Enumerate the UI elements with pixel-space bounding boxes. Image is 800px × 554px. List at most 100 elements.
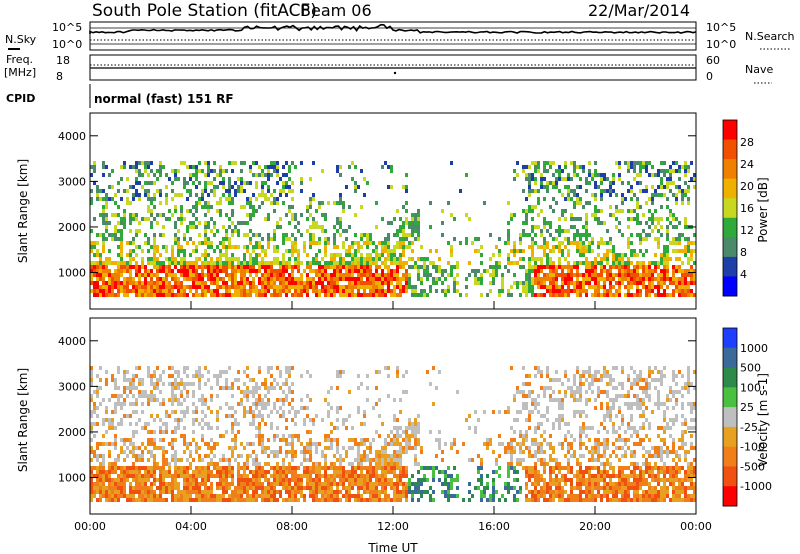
heatmap-cell: [96, 289, 99, 293]
heatmap-cell: [339, 277, 342, 281]
heatmap-cell: [285, 486, 288, 490]
heatmap-cell: [345, 418, 348, 422]
heatmap-cell: [267, 494, 270, 498]
heatmap-cell: [621, 181, 624, 185]
heatmap-cell: [141, 265, 144, 269]
heatmap-cell: [486, 474, 489, 478]
heatmap-cell: [177, 466, 180, 470]
heatmap-cell: [324, 249, 327, 253]
heatmap-cell: [288, 189, 291, 193]
heatmap-cell: [129, 438, 132, 442]
heatmap-cell: [357, 478, 360, 482]
heatmap-cell: [351, 253, 354, 257]
heatmap-cell: [153, 478, 156, 482]
heatmap-cell: [561, 269, 564, 273]
heatmap-cell: [381, 165, 384, 169]
heatmap-cell: [477, 486, 480, 490]
heatmap-cell: [360, 293, 363, 297]
heatmap-cell: [348, 478, 351, 482]
heatmap-cell: [624, 285, 627, 289]
heatmap-cell: [294, 470, 297, 474]
heatmap-cell: [390, 482, 393, 486]
heatmap-cell: [264, 446, 267, 450]
heatmap-cell: [636, 269, 639, 273]
heatmap-cell: [675, 169, 678, 173]
heatmap-cell: [111, 466, 114, 470]
heatmap-cell: [615, 209, 618, 213]
heatmap-cell: [279, 217, 282, 221]
heatmap-cell: [309, 374, 312, 378]
heatmap-cell: [192, 273, 195, 277]
heatmap-cell: [168, 257, 171, 261]
heatmap-cell: [129, 470, 132, 474]
heatmap-cell: [540, 245, 543, 249]
heatmap-cell: [576, 289, 579, 293]
heatmap-cell: [321, 213, 324, 217]
heatmap-cell: [525, 233, 528, 237]
heatmap-cell: [579, 201, 582, 205]
heatmap-cell: [432, 470, 435, 474]
heatmap-cell: [216, 470, 219, 474]
heatmap-cell: [573, 189, 576, 193]
heatmap-cell: [330, 281, 333, 285]
heatmap-cell: [243, 462, 246, 466]
heatmap-cell: [627, 225, 630, 229]
heatmap-cell: [192, 241, 195, 245]
heatmap-cell: [153, 462, 156, 466]
heatmap-cell: [612, 273, 615, 277]
heatmap-cell: [90, 289, 93, 293]
heatmap-cell: [180, 434, 183, 438]
heatmap-cell: [342, 257, 345, 261]
heatmap-cell: [687, 241, 690, 245]
heatmap-cell: [678, 293, 681, 297]
heatmap-cell: [672, 213, 675, 217]
heatmap-cell: [507, 201, 510, 205]
heatmap-cell: [660, 277, 663, 281]
heatmap-cell: [198, 422, 201, 426]
heatmap-cell: [291, 450, 294, 454]
heatmap-cell: [336, 169, 339, 173]
heatmap-cell: [498, 498, 501, 502]
heatmap-cell: [546, 257, 549, 261]
heatmap-cell: [498, 289, 501, 293]
heatmap-cell: [444, 482, 447, 486]
heatmap-cell: [102, 221, 105, 225]
heatmap-cell: [480, 273, 483, 277]
heatmap-cell: [651, 261, 654, 265]
heatmap-cell: [228, 237, 231, 241]
heatmap-cell: [144, 466, 147, 470]
heatmap-cell: [333, 201, 336, 205]
heatmap-cell: [99, 402, 102, 406]
power-heatmap: [90, 161, 696, 297]
heatmap-cell: [171, 366, 174, 370]
heatmap-cell: [309, 474, 312, 478]
heatmap-cell: [237, 233, 240, 237]
heatmap-cell: [318, 273, 321, 277]
heatmap-cell: [192, 173, 195, 177]
heatmap-cell: [669, 165, 672, 169]
heatmap-cell: [318, 478, 321, 482]
heatmap-cell: [570, 217, 573, 221]
heatmap-cell: [135, 229, 138, 233]
heatmap-cell: [591, 193, 594, 197]
heatmap-cell: [456, 478, 459, 482]
heatmap-cell: [141, 466, 144, 470]
heatmap-cell: [237, 386, 240, 390]
heatmap-cell: [231, 221, 234, 225]
heatmap-cell: [264, 269, 267, 273]
heatmap-cell: [186, 382, 189, 386]
heatmap-cell: [234, 422, 237, 426]
heatmap-cell: [669, 257, 672, 261]
heatmap-cell: [405, 185, 408, 189]
heatmap-cell: [588, 261, 591, 265]
heatmap-cell: [135, 293, 138, 297]
heatmap-cell: [90, 438, 93, 442]
heatmap-cell: [531, 269, 534, 273]
heatmap-cell: [105, 237, 108, 241]
heatmap-cell: [396, 498, 399, 502]
heatmap-cell: [609, 293, 612, 297]
heatmap-cell: [594, 285, 597, 289]
heatmap-cell: [198, 221, 201, 225]
heatmap-cell: [159, 478, 162, 482]
heatmap-cell: [171, 197, 174, 201]
